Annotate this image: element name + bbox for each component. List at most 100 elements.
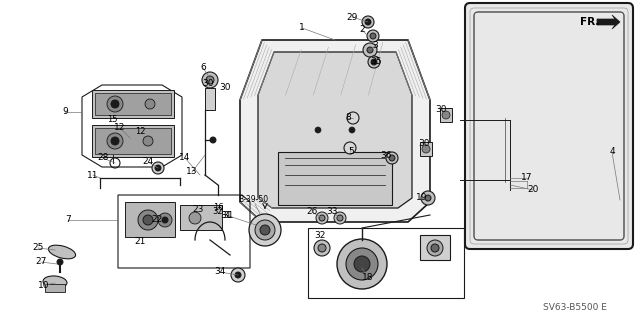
Circle shape <box>314 240 330 256</box>
Text: 8: 8 <box>345 114 351 122</box>
Text: 7: 7 <box>65 216 71 225</box>
Circle shape <box>145 99 155 109</box>
Circle shape <box>386 152 398 164</box>
Text: 32: 32 <box>212 207 223 217</box>
Circle shape <box>367 30 379 42</box>
Text: 12: 12 <box>135 128 145 137</box>
Text: 24: 24 <box>142 158 154 167</box>
Text: 35: 35 <box>371 57 381 66</box>
Circle shape <box>231 268 245 282</box>
Text: 33: 33 <box>326 207 338 217</box>
Text: 5: 5 <box>348 147 354 157</box>
Circle shape <box>155 165 161 171</box>
Text: 14: 14 <box>179 153 191 162</box>
Text: 21: 21 <box>134 238 146 247</box>
Text: 29: 29 <box>346 12 358 21</box>
Circle shape <box>370 33 376 39</box>
Circle shape <box>389 155 395 161</box>
Circle shape <box>318 244 326 252</box>
Text: 31: 31 <box>222 211 234 219</box>
Circle shape <box>371 59 377 65</box>
Text: 4: 4 <box>609 147 615 157</box>
Circle shape <box>162 217 168 223</box>
Circle shape <box>143 215 153 225</box>
Text: SV63-B5500 E: SV63-B5500 E <box>543 303 607 313</box>
Circle shape <box>427 240 443 256</box>
Text: 22: 22 <box>152 216 163 225</box>
Text: 16: 16 <box>212 204 223 212</box>
Circle shape <box>138 210 158 230</box>
Circle shape <box>107 96 123 112</box>
Polygon shape <box>597 15 620 29</box>
Circle shape <box>346 248 378 280</box>
Polygon shape <box>258 52 412 208</box>
Text: 30: 30 <box>220 84 231 93</box>
Bar <box>92 90 174 118</box>
Circle shape <box>365 19 371 25</box>
Circle shape <box>362 16 374 28</box>
Text: 23: 23 <box>192 205 204 214</box>
Circle shape <box>363 43 377 57</box>
Circle shape <box>354 256 370 272</box>
Circle shape <box>249 214 281 246</box>
Bar <box>180 205 222 230</box>
Circle shape <box>189 212 201 224</box>
Circle shape <box>260 225 270 235</box>
Text: 17: 17 <box>521 174 532 182</box>
Circle shape <box>210 137 216 143</box>
Circle shape <box>367 47 373 53</box>
Bar <box>440 108 452 122</box>
Bar <box>420 235 450 260</box>
Circle shape <box>442 111 450 119</box>
Circle shape <box>111 137 119 145</box>
Circle shape <box>143 136 153 146</box>
Text: 32: 32 <box>314 231 326 240</box>
Circle shape <box>316 212 328 224</box>
Circle shape <box>315 127 321 133</box>
Circle shape <box>319 215 325 221</box>
Text: 15: 15 <box>107 115 117 124</box>
Text: 18: 18 <box>362 273 374 283</box>
Text: 11: 11 <box>87 170 99 180</box>
Circle shape <box>349 127 355 133</box>
Text: 36: 36 <box>380 152 392 160</box>
Text: 13: 13 <box>186 167 198 176</box>
Circle shape <box>337 239 387 289</box>
Text: 6: 6 <box>200 63 206 72</box>
Circle shape <box>368 56 380 68</box>
Text: 12: 12 <box>115 123 125 132</box>
Text: 20: 20 <box>527 186 539 195</box>
Ellipse shape <box>49 245 76 259</box>
Ellipse shape <box>43 276 67 288</box>
Bar <box>205 88 215 110</box>
Circle shape <box>422 145 430 153</box>
Bar <box>125 202 175 237</box>
Bar <box>95 128 171 154</box>
Circle shape <box>111 100 119 108</box>
Polygon shape <box>278 152 392 205</box>
Text: 19: 19 <box>416 194 428 203</box>
Text: B-39-50: B-39-50 <box>238 196 268 204</box>
Text: 34: 34 <box>214 268 226 277</box>
Text: 3: 3 <box>372 41 378 50</box>
Circle shape <box>107 133 123 149</box>
Text: 30: 30 <box>419 139 429 149</box>
Bar <box>45 284 65 292</box>
Circle shape <box>334 212 346 224</box>
Circle shape <box>202 72 218 88</box>
Circle shape <box>57 259 63 265</box>
Text: 10: 10 <box>38 280 50 290</box>
Text: 27: 27 <box>35 257 47 266</box>
Text: FR.: FR. <box>580 17 600 27</box>
Text: 9: 9 <box>62 108 68 116</box>
Circle shape <box>152 162 164 174</box>
Text: 26: 26 <box>307 207 317 217</box>
Circle shape <box>255 220 275 240</box>
Bar <box>95 93 171 115</box>
Text: 31: 31 <box>220 211 232 219</box>
Circle shape <box>344 142 356 154</box>
Text: 30: 30 <box>435 106 447 115</box>
Text: 25: 25 <box>32 243 44 253</box>
Circle shape <box>425 195 431 201</box>
Circle shape <box>158 213 172 227</box>
